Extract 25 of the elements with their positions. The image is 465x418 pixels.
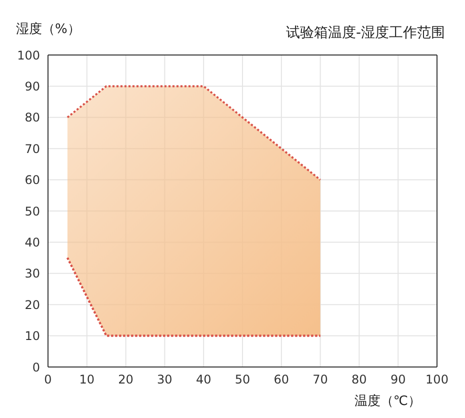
- x-tick-label: 90: [390, 372, 406, 387]
- y-tick-label: 10: [24, 329, 40, 344]
- y-tick-label: 20: [24, 298, 40, 312]
- y-tick-label: 70: [24, 142, 40, 156]
- y-tick-label: 40: [24, 235, 40, 250]
- chart-title: 试验箱温度-湿度工作范围: [286, 24, 445, 42]
- y-tick-label: 90: [24, 79, 40, 94]
- x-tick-label: 50: [234, 372, 250, 387]
- x-axis-title: 温度（℃）: [354, 393, 421, 410]
- x-tick-label: 40: [196, 372, 212, 387]
- y-tick-label: 50: [24, 204, 40, 218]
- y-tick-label: 30: [24, 266, 40, 281]
- x-tick-label: 0: [44, 372, 52, 387]
- x-tick-label: 30: [157, 372, 172, 387]
- x-tick-label: 80: [352, 372, 367, 387]
- x-tick-label: 10: [79, 372, 95, 387]
- x-tick-label: 70: [312, 372, 328, 387]
- y-tick-label: 60: [24, 173, 40, 188]
- y-tick-label: 80: [24, 110, 40, 125]
- x-tick-label: 60: [274, 372, 290, 387]
- x-tick-label: 100: [426, 372, 448, 387]
- y-tick-label: 0: [32, 360, 40, 374]
- y-tick-label: 100: [17, 48, 40, 62]
- x-tick-label: 20: [118, 372, 134, 387]
- y-axis-title: 湿度（%）: [16, 21, 80, 38]
